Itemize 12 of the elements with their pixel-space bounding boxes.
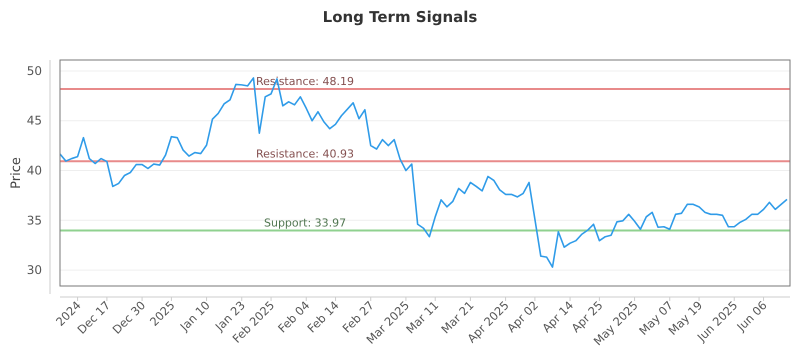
y-tick-label: 30: [26, 263, 42, 278]
y-tick-label: 45: [26, 114, 42, 128]
line-series: [59, 77, 788, 268]
ref-line-label: Support: 33.97: [264, 216, 346, 230]
ref-line-label: Resistance: 40.93: [256, 147, 354, 160]
y-tick-label: 35: [26, 213, 42, 228]
y-tick-label: 50: [26, 64, 42, 78]
y-tick-label: 40: [26, 164, 42, 178]
chart-title: Long Term Signals: [322, 8, 478, 26]
x-tick-label: Dec 30: [110, 298, 148, 337]
x-tick-label: Jan 10: [176, 298, 213, 334]
y-axis-title: Price: [9, 157, 24, 189]
